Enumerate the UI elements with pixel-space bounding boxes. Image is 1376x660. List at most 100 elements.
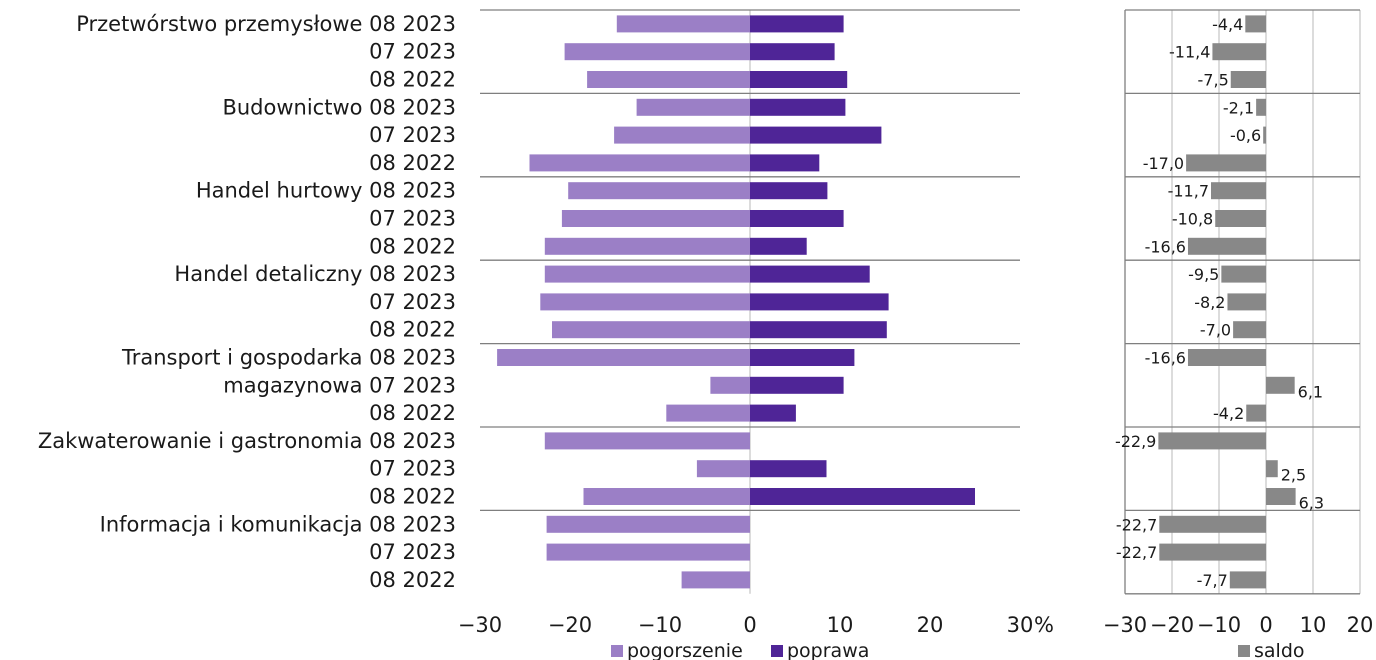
bar-pogorszenie-2	[587, 71, 750, 88]
data-label-saldo: -22,7	[1116, 543, 1157, 562]
bar-poprawa-9	[750, 265, 870, 283]
bar-pogorszenie-0	[616, 15, 750, 33]
legend-right: saldo	[1238, 640, 1305, 660]
bar-pogorszenie-12	[497, 349, 750, 366]
data-label-saldo: 2,5	[1281, 466, 1306, 485]
bar-poprawa-4	[750, 126, 882, 144]
bar-saldo-6	[1211, 182, 1266, 200]
x-tick-label: −10	[638, 613, 682, 637]
bar-poprawa-14	[750, 404, 796, 422]
bar-pogorszenie-14	[666, 404, 750, 422]
bar-poprawa-0	[750, 15, 844, 33]
bar-pogorszenie-7	[561, 210, 750, 227]
bar-saldo-20	[1229, 571, 1266, 589]
bar-saldo-17	[1266, 488, 1296, 505]
bar-pogorszenie-17	[583, 488, 750, 505]
category-label: 07 2023	[369, 207, 456, 231]
x-axis-unit-label: %	[1034, 613, 1054, 637]
bar-saldo-13	[1266, 376, 1295, 394]
category-label: 08 2022	[369, 568, 456, 592]
bar-saldo-4	[1263, 126, 1266, 144]
bar-pogorszenie-4	[614, 126, 750, 144]
data-label-saldo: -9,5	[1188, 265, 1219, 284]
data-label-saldo: -8,2	[1194, 293, 1225, 312]
data-label-saldo: 6,1	[1298, 382, 1323, 401]
left-chart-x-ticks: −30 −20 −10 0 10 20 30	[458, 613, 1034, 637]
left-chart-bars	[497, 15, 975, 589]
x-tick-label: 0	[743, 613, 756, 637]
data-label-saldo: -11,7	[1168, 182, 1209, 201]
bar-saldo-1	[1212, 43, 1266, 61]
bar-saldo-12	[1187, 349, 1266, 366]
category-label: Budownictwo 08 2023	[222, 95, 456, 119]
bar-saldo-0	[1245, 15, 1266, 33]
legend-label-pogorszenie: pogorszenie	[627, 640, 743, 660]
x-tick-label: −20	[1150, 613, 1194, 637]
category-label: Informacja i komunikacja 08 2023	[100, 512, 456, 536]
category-label: 08 2022	[369, 401, 456, 425]
data-label-saldo: -22,9	[1115, 432, 1156, 451]
data-label-saldo: -2,1	[1223, 98, 1254, 117]
right-chart-x-ticks: −30 −20 −10 0 10 20	[1103, 613, 1374, 637]
right-chart-group-separators	[1124, 9, 1360, 595]
category-label: 08 2022	[369, 485, 456, 509]
bar-pogorszenie-15	[544, 432, 750, 450]
bar-poprawa-3	[750, 98, 846, 116]
left-chart-group-separators	[480, 9, 1020, 512]
category-label: Przetwórstwo przemysłowe 08 2023	[76, 12, 456, 36]
bar-pogorszenie-20	[681, 571, 750, 589]
x-tick-label: 0	[1259, 613, 1272, 637]
legend-label-saldo: saldo	[1254, 640, 1305, 660]
bar-pogorszenie-6	[568, 182, 750, 200]
category-label: 07 2023	[369, 540, 456, 564]
data-label-saldo: -10,8	[1172, 210, 1213, 229]
bar-pogorszenie-13	[710, 376, 750, 394]
x-tick-label: 20	[1347, 613, 1374, 637]
category-label: 08 2022	[369, 151, 456, 175]
x-tick-label: −20	[548, 613, 592, 637]
bar-poprawa-2	[750, 71, 848, 88]
data-label-saldo: -11,4	[1169, 43, 1210, 62]
bar-saldo-18	[1159, 515, 1266, 533]
x-tick-label: 30	[1007, 613, 1034, 637]
data-label-saldo: 6,3	[1299, 494, 1324, 513]
data-label-saldo: -16,6	[1145, 349, 1186, 368]
data-label-saldo: -4,4	[1212, 15, 1243, 34]
data-label-saldo: -0,6	[1230, 126, 1261, 145]
x-tick-label: 20	[917, 613, 944, 637]
x-tick-label: −10	[1197, 613, 1241, 637]
data-label-saldo: -22,7	[1116, 515, 1157, 534]
bar-pogorszenie-10	[540, 293, 750, 311]
category-label: Zakwaterowanie i gastronomia 08 2023	[38, 429, 456, 453]
bar-saldo-2	[1230, 71, 1266, 88]
category-label: Transport i gospodarka 08 2023	[121, 346, 456, 370]
bar-pogorszenie-8	[544, 237, 750, 255]
bar-pogorszenie-9	[544, 265, 750, 283]
data-label-saldo: -4,2	[1213, 404, 1244, 423]
legend-left: pogorszenie poprawa	[611, 640, 869, 660]
legend-swatch-pogorszenie	[611, 645, 623, 657]
bar-saldo-9	[1221, 265, 1266, 283]
category-label: 08 2022	[369, 318, 456, 342]
data-label-saldo: -7,5	[1198, 71, 1229, 90]
bar-poprawa-6	[750, 182, 828, 200]
bar-pogorszenie-19	[546, 543, 750, 561]
bar-poprawa-12	[750, 349, 855, 366]
bar-pogorszenie-5	[529, 154, 750, 172]
data-label-saldo: -7,7	[1197, 571, 1228, 590]
category-labels: Przetwórstwo przemysłowe 08 2023 07 2023 0…	[38, 12, 456, 592]
category-label: 07 2023	[369, 123, 456, 147]
bar-saldo-14	[1246, 404, 1266, 422]
data-label-saldo: -16,6	[1145, 237, 1186, 256]
bar-poprawa-7	[750, 210, 844, 227]
legend-swatch-poprawa	[771, 645, 783, 657]
bar-pogorszenie-11	[552, 321, 750, 339]
bar-pogorszenie-16	[696, 460, 750, 478]
bar-saldo-16	[1266, 460, 1278, 478]
x-tick-label: 10	[1300, 613, 1327, 637]
category-label: 07 2023	[369, 290, 456, 314]
bar-poprawa-1	[750, 43, 835, 61]
bar-saldo-8	[1187, 237, 1266, 255]
bar-saldo-7	[1215, 210, 1266, 227]
